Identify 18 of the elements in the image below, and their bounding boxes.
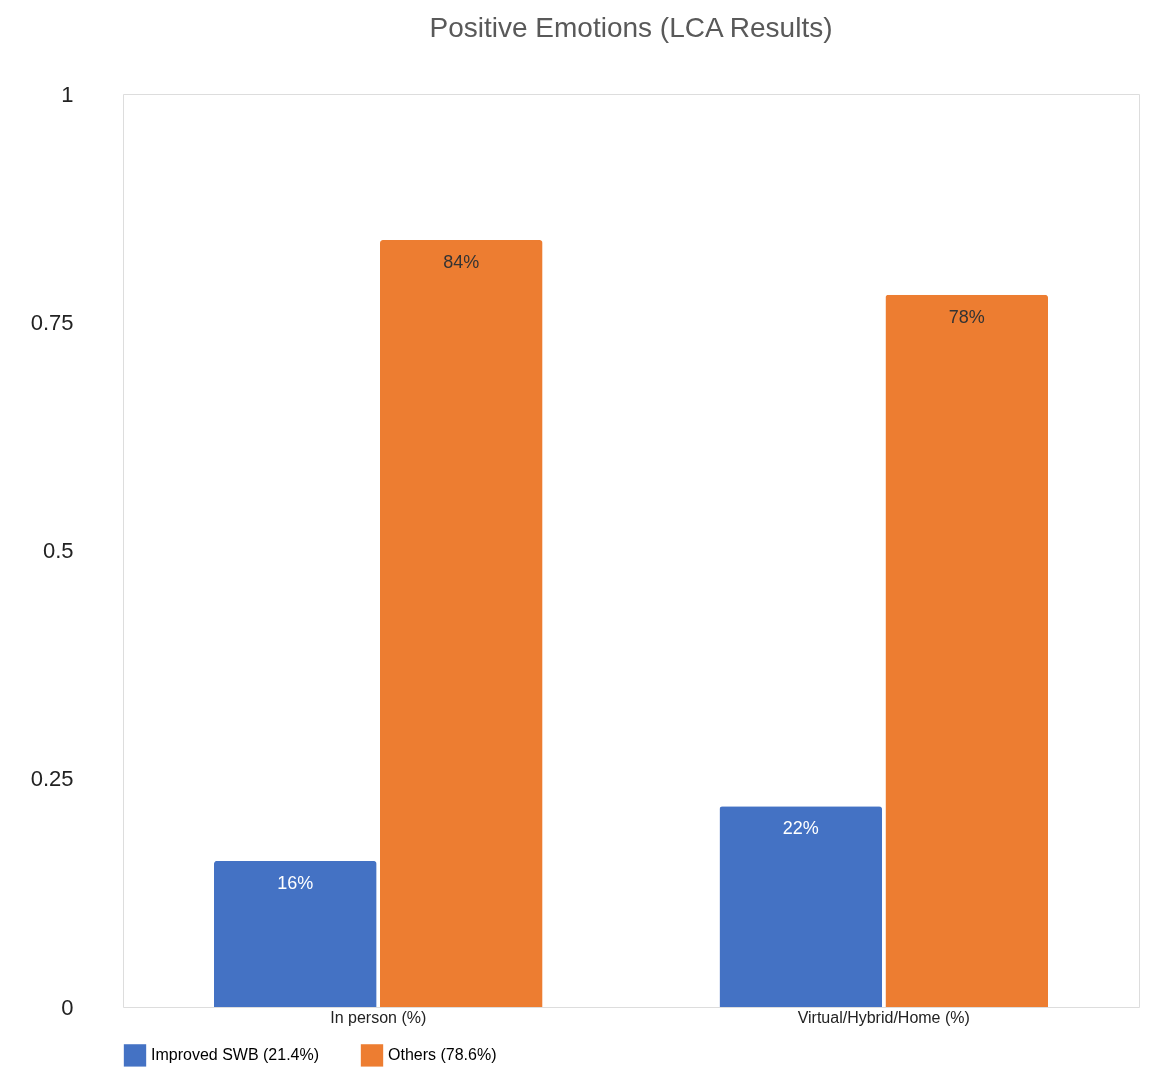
y-tick-label: 0.25	[30, 766, 74, 792]
data-label: 16%	[277, 872, 314, 893]
x-tick-label: In person (%)	[330, 1008, 427, 1026]
data-label: 84%	[443, 252, 480, 273]
legend-label: Improved SWB (21.4%)	[151, 1046, 320, 1064]
x-tick-label: Virtual/Hybrid/Home (%)	[797, 1008, 970, 1026]
bar	[379, 240, 543, 1007]
bar	[213, 860, 377, 1007]
legend-label: Others (78.6%)	[388, 1046, 497, 1064]
y-tick-label: 0	[61, 994, 74, 1020]
bar	[885, 294, 1049, 1007]
data-label: 22%	[782, 818, 819, 839]
bar	[719, 806, 883, 1007]
chart-title: Positive Emotions (LCA Results)	[429, 12, 833, 43]
y-tick-label: 0.75	[30, 309, 74, 335]
y-tick-label: 0.5	[42, 538, 74, 563]
data-label: 78%	[948, 306, 985, 327]
y-tick-label: 1	[61, 81, 74, 107]
